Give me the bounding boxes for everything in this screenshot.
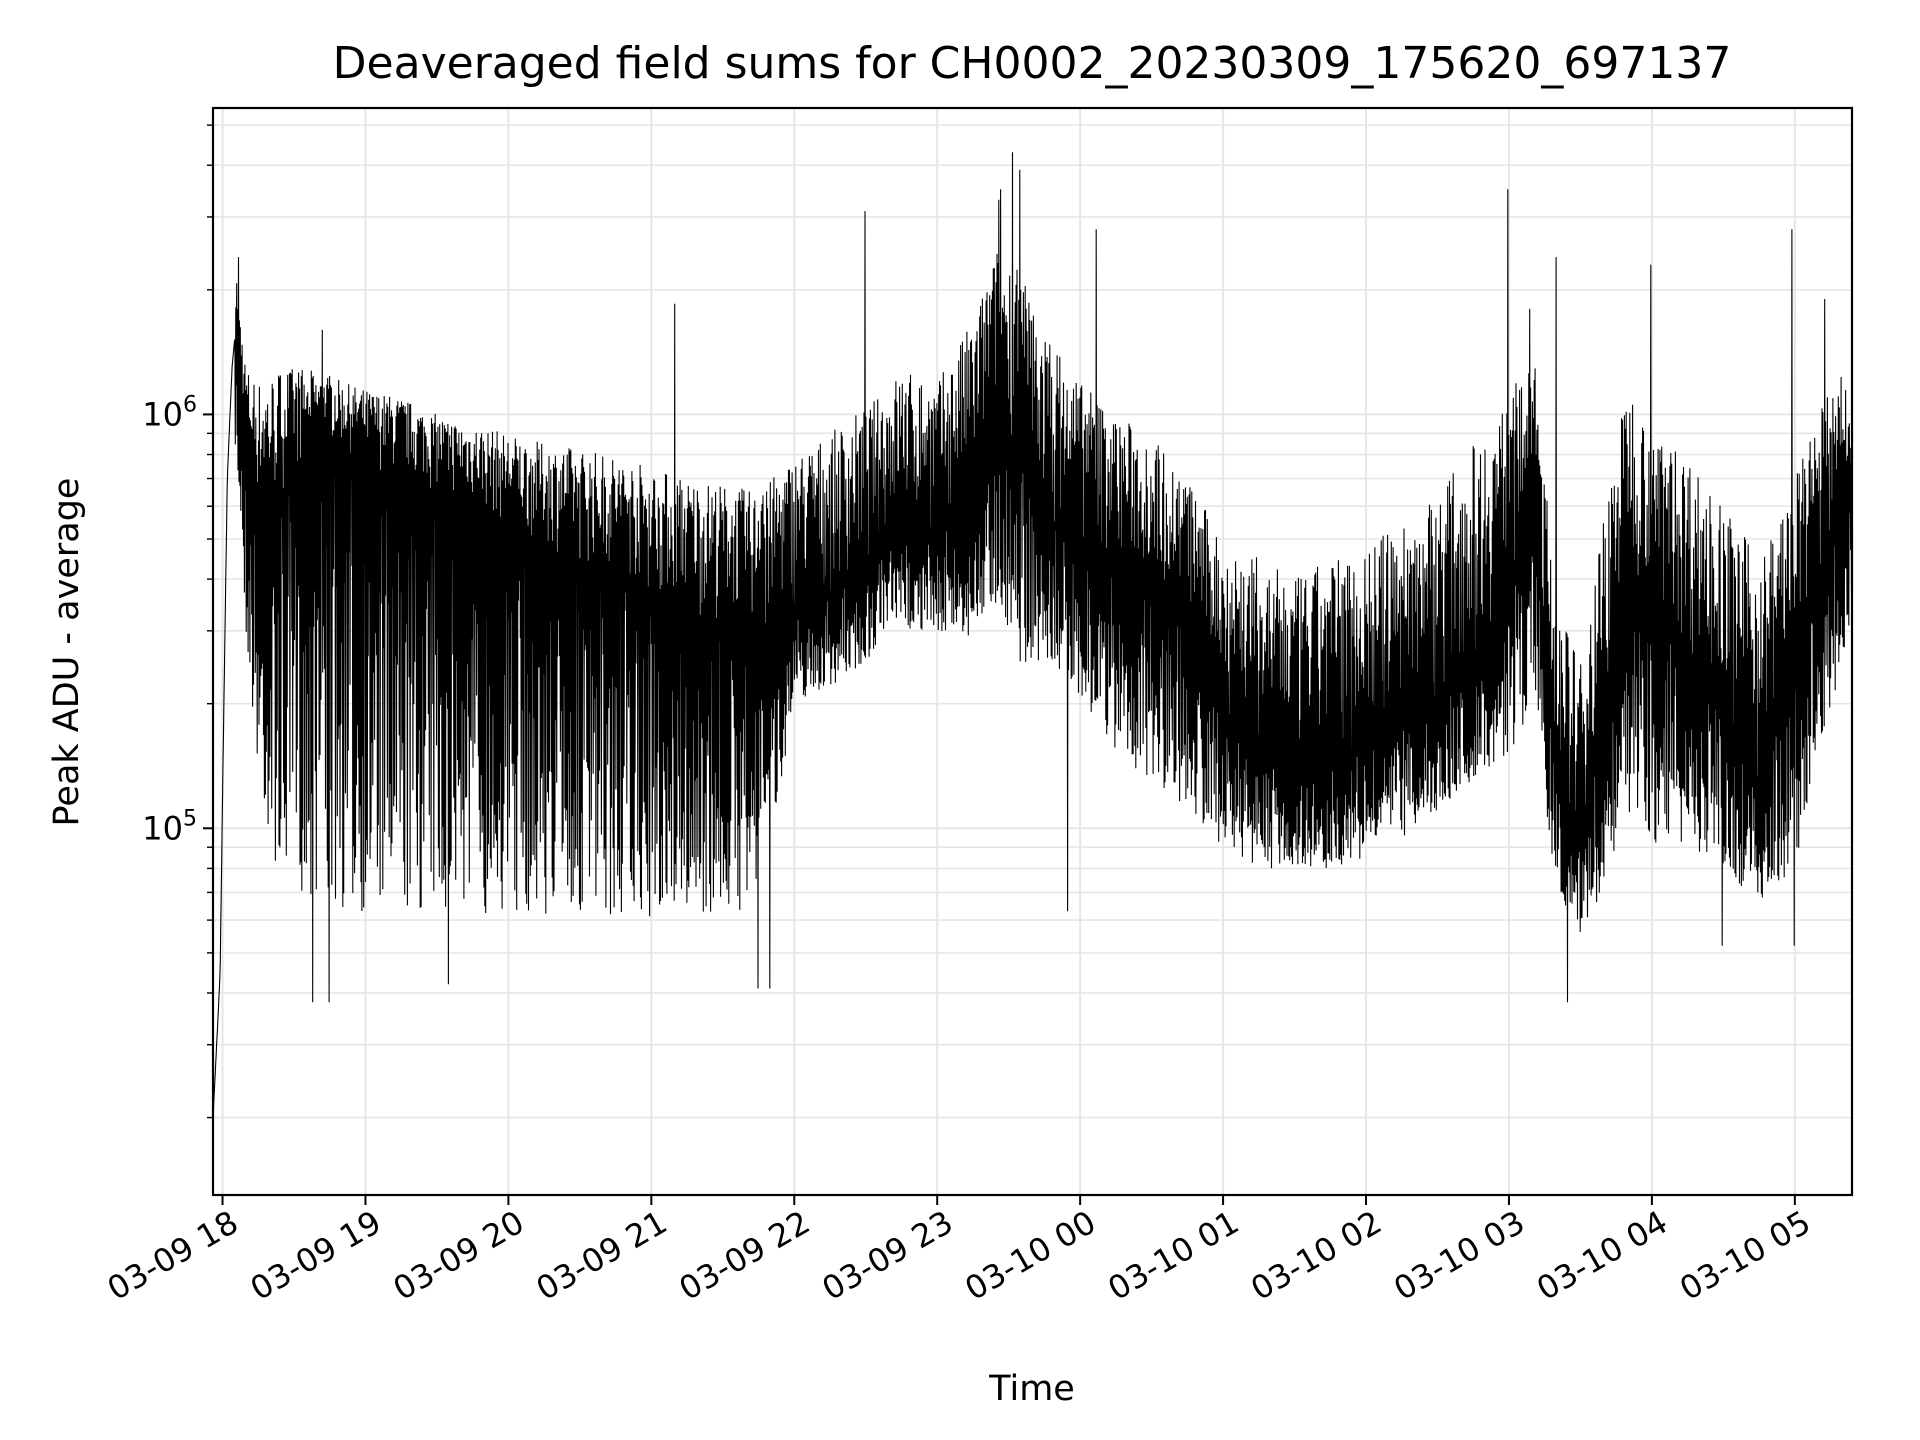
plot-frame	[211, 106, 1854, 1197]
y-tick-label: 106	[142, 392, 197, 433]
series-line	[212, 152, 1853, 1118]
plot-area	[212, 152, 1853, 1118]
y-tick-label: 105	[142, 806, 197, 847]
chart-title: Deaveraged field sums for CH0002_2023030…	[333, 38, 1732, 89]
x-axis-label: Time	[988, 1369, 1075, 1409]
y-axis-label: Peak ADU - average	[47, 478, 87, 827]
y-axis: 105 106	[142, 124, 213, 1119]
